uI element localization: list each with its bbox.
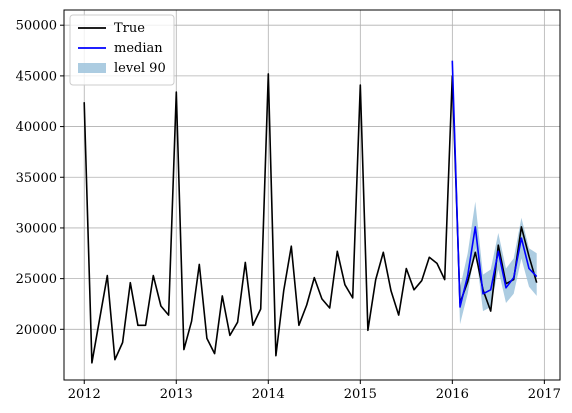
series-line-median <box>451 60 538 308</box>
y-tick-label: 35000 <box>16 171 57 186</box>
legend-label-true: True <box>114 21 145 36</box>
plot-frame <box>63 9 561 381</box>
x-tick-label: 2013 <box>160 387 193 402</box>
legend-label-median: median <box>114 41 163 56</box>
y-tick-label: 30000 <box>16 221 57 236</box>
band-layer <box>452 68 537 325</box>
y-tick-label: 40000 <box>16 120 57 135</box>
y-tick-label: 20000 <box>16 323 57 338</box>
y-tick-label: 50000 <box>16 19 57 34</box>
x-tick-label: 2017 <box>528 387 561 402</box>
series-line-true <box>83 73 538 364</box>
band-level-90 <box>452 68 537 325</box>
legend-label-level-90: level 90 <box>114 61 166 76</box>
x-tick-label: 2014 <box>252 387 285 402</box>
legend: True median level 90 <box>69 14 175 86</box>
y-tick-label: 45000 <box>16 69 57 84</box>
series-lines <box>83 60 538 364</box>
axis-ticks: 2012 2013 2014 2015 2016 2017 20000 25000 30000 3… <box>16 19 561 402</box>
y-tick-label: 25000 <box>16 272 57 287</box>
x-tick-label: 2015 <box>344 387 377 402</box>
x-tick-label: 2012 <box>68 387 101 402</box>
x-tick-label: 2016 <box>436 387 469 402</box>
legend-swatch-level-90 <box>78 63 106 73</box>
